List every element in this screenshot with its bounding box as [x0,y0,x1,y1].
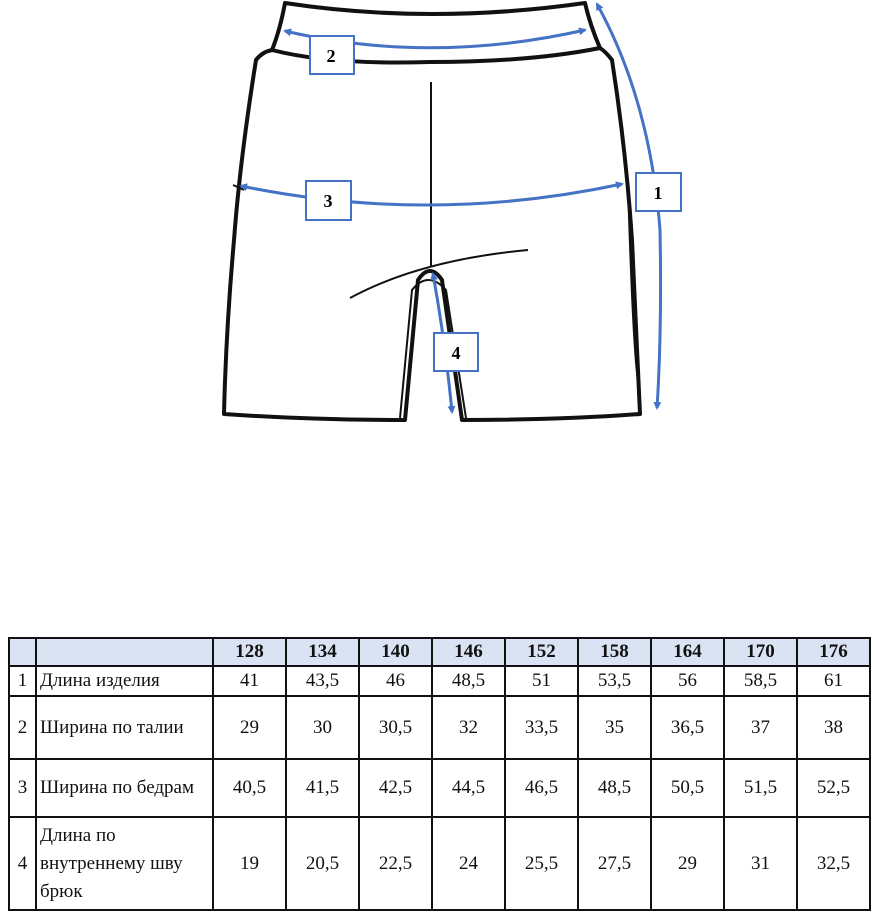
marker-label: 3 [324,191,333,211]
measurement-value: 25,5 [504,816,579,911]
table-row: 2 Ширина по талии 29 30 30,5 32 33,5 35 36,5 37 38 [8,695,871,760]
measurement-value: 50,5 [650,758,725,818]
arrow-length [595,2,663,410]
marker-label: 1 [654,183,663,203]
measurement-value: 38 [796,695,871,760]
header-name-cell [35,637,214,667]
size-header: 128 [212,637,287,667]
size-header: 134 [285,637,360,667]
table-row: 3 Ширина по бедрам 40,5 41,5 42,5 44,5 46,5 48,… [8,758,871,818]
row-number: 1 [8,665,37,697]
measurement-value: 44,5 [431,758,506,818]
size-header: 158 [577,637,652,667]
measurement-value: 52,5 [796,758,871,818]
size-header: 170 [723,637,798,667]
size-table: 128 134 140 146 152 158 164 170 176 1 Дли… [8,637,871,911]
measurement-value: 36,5 [650,695,725,760]
measurement-value: 56 [650,665,725,697]
seam-lines [349,82,529,299]
measurement-value: 48,5 [577,758,652,818]
measurement-name: Длина по внутреннему шву брюк [35,816,214,911]
measurement-name: Ширина по бедрам [35,758,214,818]
size-header: 146 [431,637,506,667]
measurement-value: 46,5 [504,758,579,818]
measurement-value: 40,5 [212,758,287,818]
marker-1: 1 [635,172,682,212]
measurement-value: 31 [723,816,798,911]
measurement-value: 32 [431,695,506,760]
measurement-value: 20,5 [285,816,360,911]
measurement-value: 30,5 [358,695,433,760]
measurement-value: 24 [431,816,506,911]
row-number: 2 [8,695,37,760]
measurement-value: 51 [504,665,579,697]
measurement-arrows [239,2,663,414]
measurement-value: 58,5 [723,665,798,697]
measurement-value: 30 [285,695,360,760]
measurement-value: 22,5 [358,816,433,911]
header-num-cell [8,637,37,667]
measurement-value: 32,5 [796,816,871,911]
marker-2: 2 [309,35,355,75]
marker-label: 2 [327,46,336,66]
arrow-hip [239,181,624,207]
marker-3: 3 [305,180,352,221]
table-row: 4 Длина по внутреннему шву брюк 19 20,5 22,5… [8,816,871,911]
measurement-value: 33,5 [504,695,579,760]
measurement-name: Ширина по талии [35,695,214,760]
table-row: 1 Длина изделия 41 43,5 46 48,5 51 53,5 56 58,5 61 [8,665,871,697]
measurement-value: 43,5 [285,665,360,697]
measurement-value: 53,5 [577,665,652,697]
size-header: 164 [650,637,725,667]
size-header: 176 [796,637,871,667]
measurement-value: 41,5 [285,758,360,818]
row-number: 4 [8,816,37,911]
measurement-value: 35 [577,695,652,760]
measurement-value: 29 [650,816,725,911]
measurement-value: 48,5 [431,665,506,697]
size-header-row: 128 134 140 146 152 158 164 170 176 [8,637,871,667]
measurement-value: 41 [212,665,287,697]
measurement-value: 29 [212,695,287,760]
size-header: 152 [504,637,579,667]
marker-label: 4 [452,343,461,363]
measurement-value: 46 [358,665,433,697]
measurement-value: 37 [723,695,798,760]
measurement-value: 61 [796,665,871,697]
measurement-value: 27,5 [577,816,652,911]
size-header: 140 [358,637,433,667]
measurement-value: 51,5 [723,758,798,818]
measurement-value: 19 [212,816,287,911]
shorts-diagram: 1 2 3 4 [222,1,682,422]
measurement-value: 42,5 [358,758,433,818]
marker-4: 4 [433,332,479,372]
row-number: 3 [8,758,37,818]
measurement-name: Длина изделия [35,665,214,697]
